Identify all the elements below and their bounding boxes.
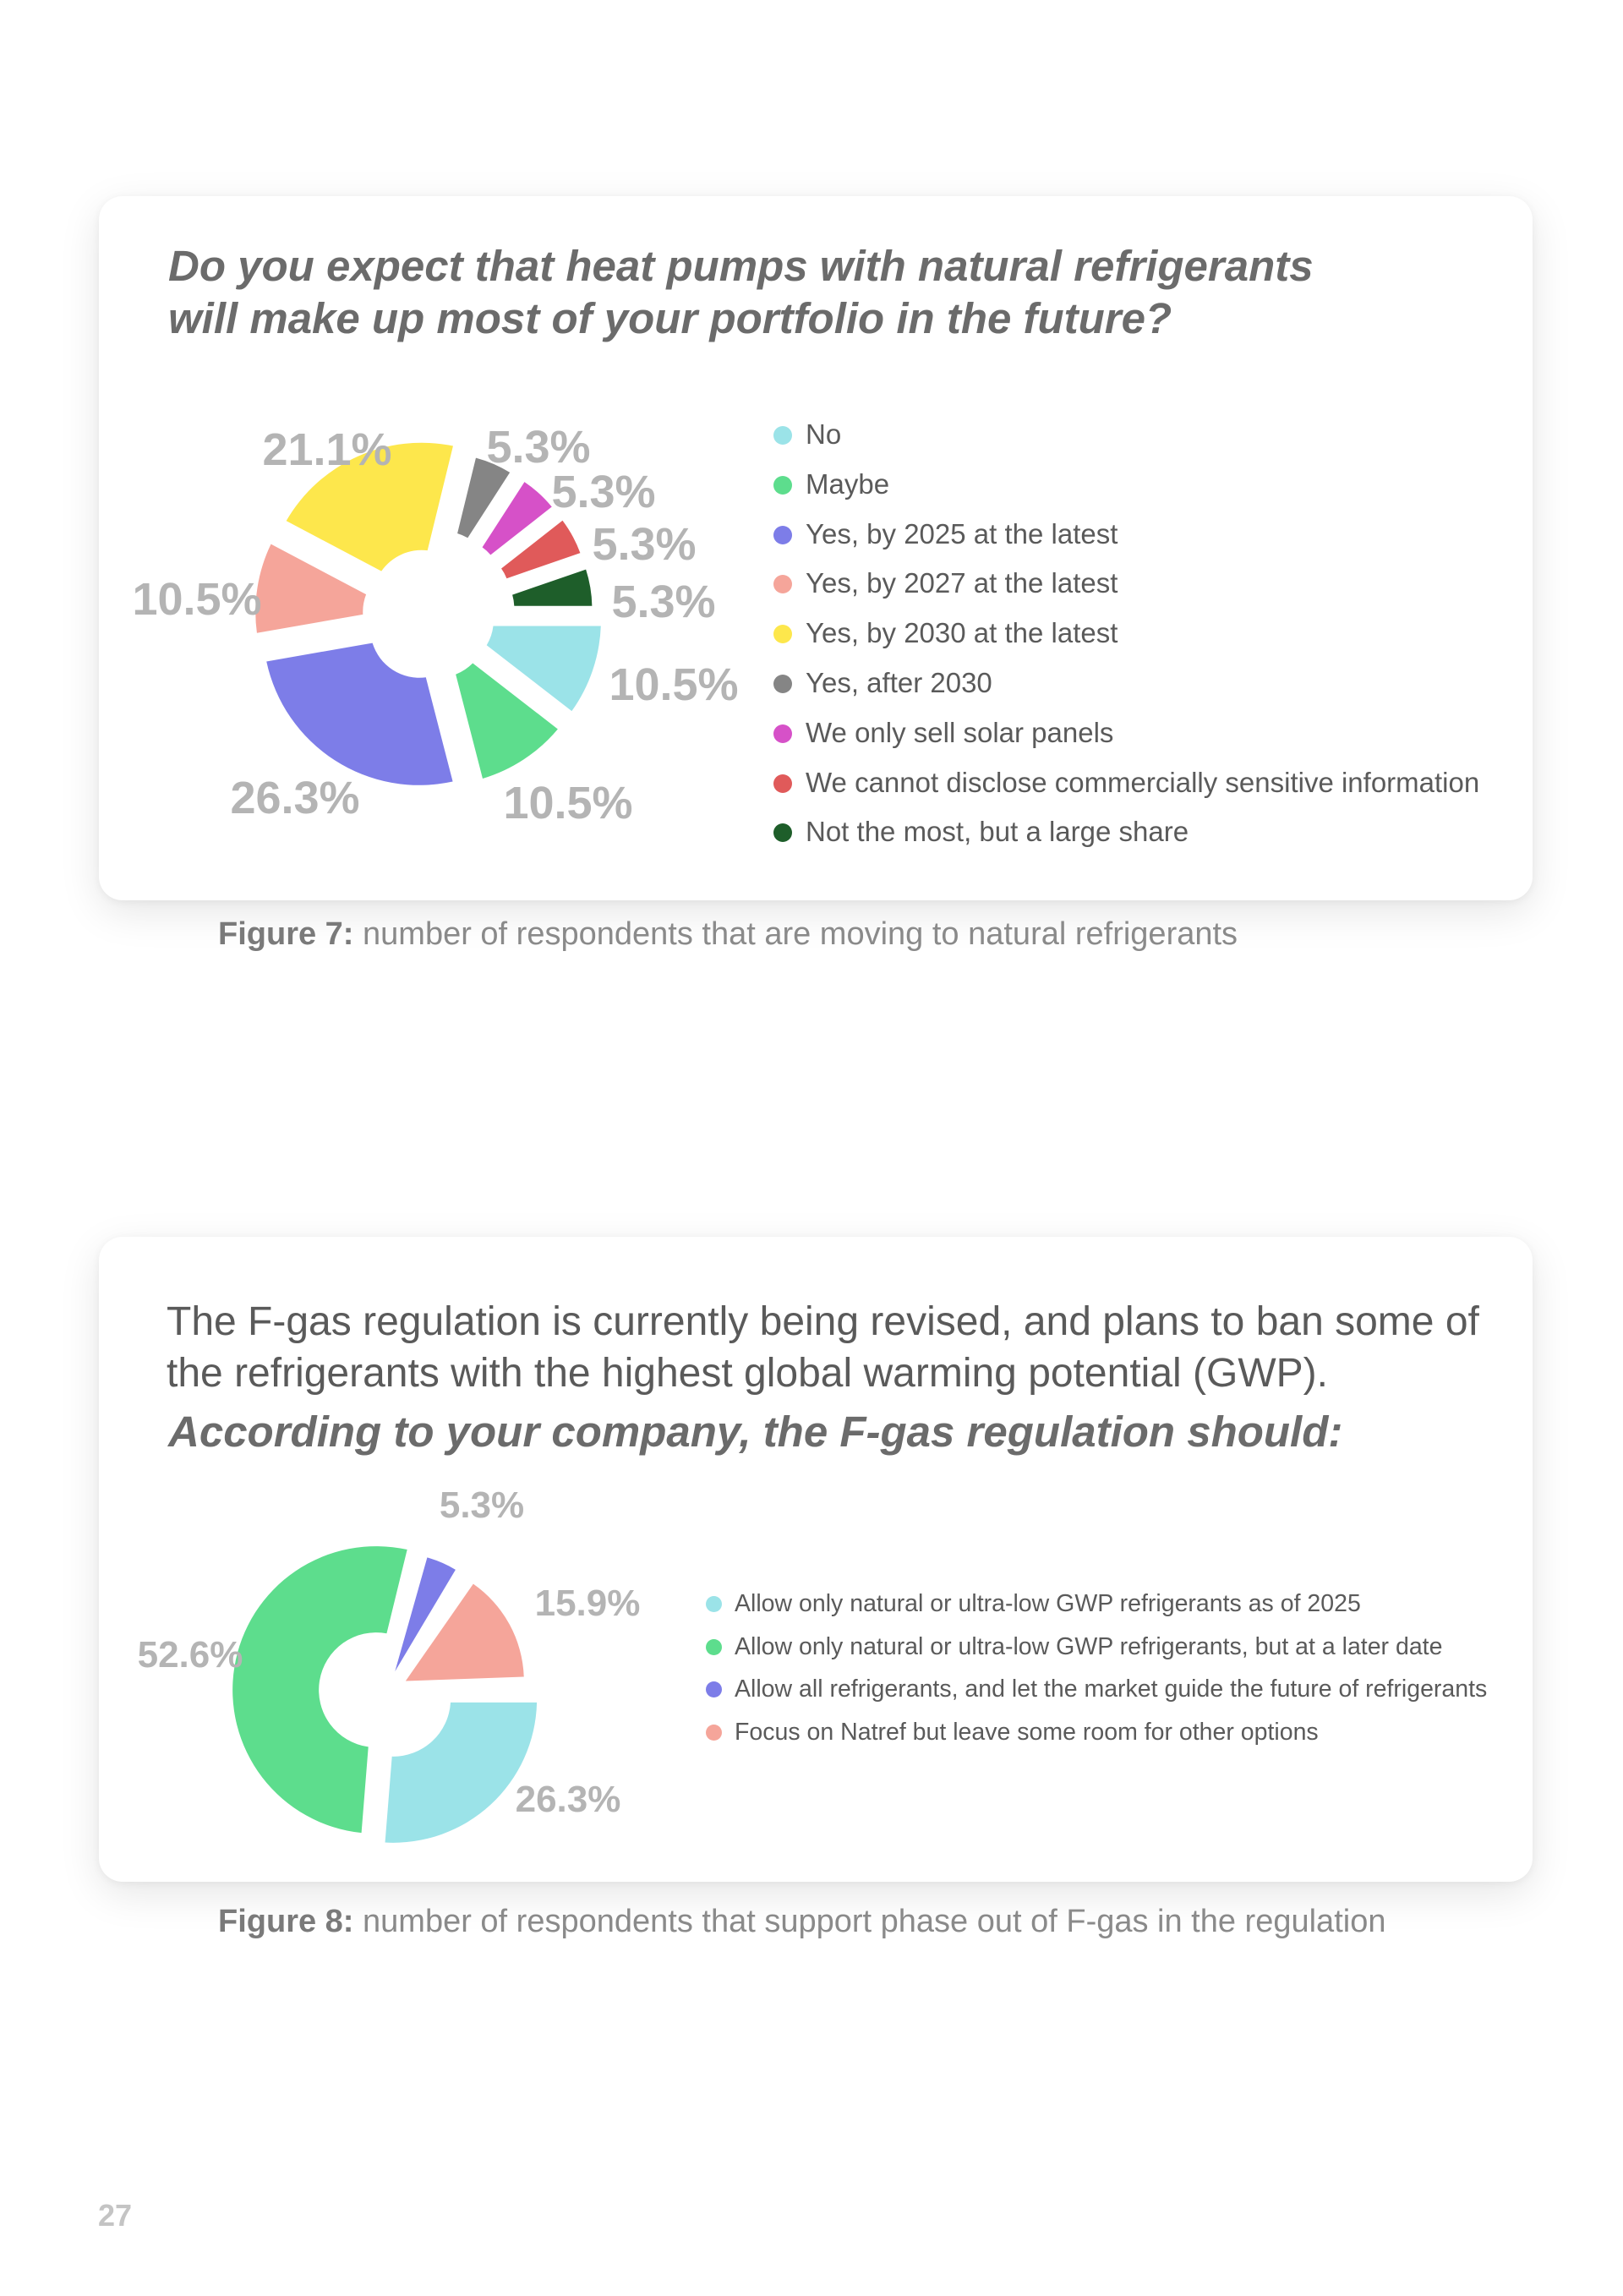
- legend-label: Yes, by 2030 at the latest: [806, 617, 1118, 649]
- data-label-maybe: 10.5%: [503, 778, 632, 828]
- legend-swatch: [773, 525, 792, 544]
- slice-yes-by-2027-at-the-latest: [255, 544, 367, 633]
- figure-7-donut-chart: 10.5%10.5%26.3%10.5%21.1% 5.3%5.3%5.3%5.3…: [132, 422, 738, 828]
- figure-7-caption: Figure 7: number of respondents that are…: [218, 915, 1238, 954]
- data-label-we-only-sell-solar-panels: 5.3%: [551, 467, 655, 517]
- legend-swatch: [706, 1725, 722, 1741]
- figure-8-question: According to your company, the F-gas reg…: [168, 1408, 1343, 1456]
- slice-yes-by-2030-at-the-latest: [286, 442, 453, 571]
- figure-8-card: The F-gas regulation is currently being …: [99, 1237, 1533, 1882]
- legend-item-we-only-sell-solar-panels: We only sell solar panels: [773, 716, 1479, 766]
- slice-yes-by-2025-at-the-latest: [266, 642, 453, 785]
- legend-swatch: [773, 823, 792, 843]
- legend-swatch: [706, 1638, 722, 1655]
- slice-focus-on-natref-but-leave-some-room-for-other-op: [405, 1583, 524, 1681]
- legend-label: Allow all refrigerants, and let the mark…: [735, 1676, 1488, 1703]
- slice-not-the-most-but-a-large-share: [512, 569, 593, 606]
- legend-item-we-cannot-disclose-commercially-sensitive-inform: We cannot disclose commercially sensitiv…: [773, 766, 1479, 816]
- slice-allow-only-natural-or-ultra-low-gwp-refrigerants: [385, 1702, 538, 1843]
- slice-allow-all-refrigerants-and-let-the-market-guide-: [395, 1557, 456, 1672]
- legend-label: No: [806, 418, 842, 450]
- legend-item-maybe: Maybe: [773, 467, 1479, 517]
- data-label-allow-only-natural-or-ultra-low-gwp-refrigerants: 26.3%: [516, 1779, 621, 1820]
- figure-7-question: Do you expect that heat pumps with natur…: [168, 242, 1314, 342]
- figure-8-donut-chart: 26.3% 52.6% 5.3% 15.9%: [138, 1484, 641, 1843]
- data-label-yes-by-2027-at-the-latest: 10.5%: [132, 574, 261, 625]
- legend-label: Maybe: [806, 467, 890, 500]
- legend-item-allow-only-natural-or-ultra-low-gwp-refrigerants: Allow only natural or ultra-low GWP refr…: [706, 1588, 1487, 1632]
- figure-8-caption: Figure 8: number of respondents that sup…: [218, 1902, 1385, 1941]
- data-label-we-cannot-disclose-commercially-sensitive-inform: 5.3%: [592, 519, 696, 570]
- slice-we-cannot-disclose-commercially-sensitive-inform: [501, 520, 581, 579]
- figure-8-caption-text: number of respondents that support phase…: [353, 1904, 1386, 1939]
- legend-item-allow-all-refrigerants-and-let-the-market-guide-: Allow all refrigerants, and let the mark…: [706, 1674, 1487, 1717]
- data-label-yes-by-2030-at-the-latest: 21.1%: [262, 424, 391, 475]
- data-label-yes-after-2030: 5.3%: [486, 422, 590, 473]
- data-label-not-the-most-but-a-large-share: 5.3%: [611, 577, 715, 627]
- legend-label: Focus on Natref but leave some room for …: [735, 1719, 1319, 1747]
- legend-label: Yes, by 2025 at the latest: [806, 517, 1118, 549]
- legend-item-allow-only-natural-or-ultra-low-gwp-refrigerants: Allow only natural or ultra-low GWP refr…: [706, 1632, 1487, 1675]
- legend-label: We cannot disclose commercially sensitiv…: [806, 766, 1480, 798]
- legend-label: We only sell solar panels: [806, 716, 1114, 748]
- legend-item-yes-by-2027-at-the-latest: Yes, by 2027 at the latest: [773, 566, 1479, 616]
- data-label-focus-on-natref-but-leave-some-room-for-other-op: 15.9%: [535, 1583, 641, 1624]
- legend-swatch: [773, 625, 792, 644]
- data-label-allow-only-natural-or-ultra-low-gwp-refrigerants: 52.6%: [138, 1634, 243, 1676]
- figure-7-legend: No Maybe Yes, by 2025 at the latest Yes, by…: [773, 418, 1479, 865]
- figure-8-intro: The F-gas regulation is currently being …: [167, 1299, 1479, 1396]
- data-label-yes-by-2025-at-the-latest: 26.3%: [230, 773, 359, 823]
- legend-swatch: [773, 724, 792, 743]
- figure-7-caption-label: Figure 7:: [218, 916, 354, 952]
- slice-allow-only-natural-or-ultra-low-gwp-refrigerants: [232, 1546, 407, 1834]
- legend-label: Yes, after 2030: [806, 666, 992, 698]
- legend-swatch: [773, 475, 792, 495]
- legend-item-focus-on-natref-but-leave-some-room-for-other-op: Focus on Natref but leave some room for …: [706, 1717, 1487, 1760]
- figure-7-card: Do you expect that heat pumps with natur…: [99, 196, 1533, 900]
- figure-7-caption-text: number of respondents that are moving to…: [353, 916, 1238, 952]
- data-label-allow-all-refrigerants-and-let-the-market-guide-: 5.3%: [440, 1484, 524, 1526]
- legend-swatch: [773, 426, 792, 445]
- legend-item-no: No: [773, 418, 1479, 467]
- slice-we-only-sell-solar-panels: [482, 482, 552, 555]
- legend-swatch: [773, 774, 792, 793]
- figure-8-legend: Allow only natural or ultra-low GWP refr…: [706, 1588, 1487, 1760]
- legend-label: Allow only natural or ultra-low GWP refr…: [735, 1632, 1443, 1660]
- legend-swatch: [773, 575, 792, 594]
- legend-item-not-the-most-but-a-large-share: Not the most, but a large share: [773, 815, 1479, 865]
- slice-maybe: [456, 663, 558, 779]
- legend-item-yes-after-2030: Yes, after 2030: [773, 666, 1479, 716]
- data-label-no: 10.5%: [609, 659, 738, 710]
- figure-8-caption-label: Figure 8:: [218, 1904, 354, 1939]
- legend-swatch: [706, 1681, 722, 1698]
- page-number: 27: [98, 2198, 133, 2233]
- legend-swatch: [706, 1596, 722, 1612]
- slice-yes-after-2030: [457, 457, 511, 538]
- legend-swatch: [773, 674, 792, 693]
- legend-label: Allow only natural or ultra-low GWP refr…: [735, 1590, 1361, 1617]
- legend-item-yes-by-2025-at-the-latest: Yes, by 2025 at the latest: [773, 517, 1479, 567]
- legend-item-yes-by-2030-at-the-latest: Yes, by 2030 at the latest: [773, 616, 1479, 666]
- legend-label: Not the most, but a large share: [806, 816, 1189, 848]
- slice-no: [486, 626, 601, 712]
- legend-label: Yes, by 2027 at the latest: [806, 567, 1118, 599]
